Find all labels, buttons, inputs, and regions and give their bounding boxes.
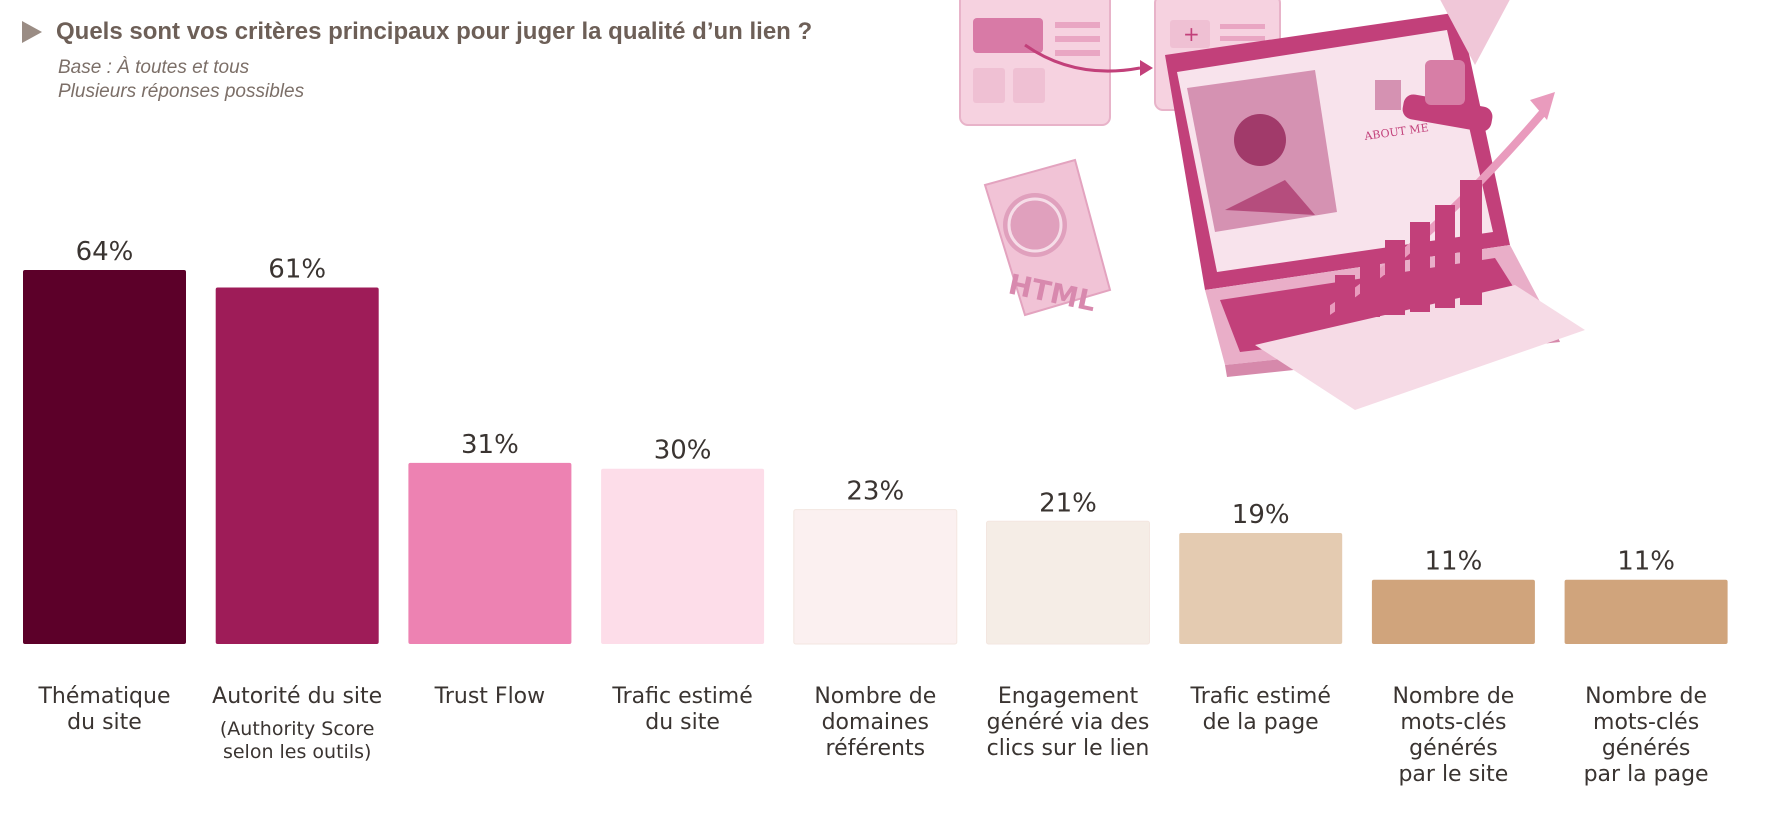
category-label: mots-clés	[1400, 710, 1506, 735]
category-label: du site	[67, 710, 142, 735]
chart-header: Quels sont vos critères principaux pour …	[22, 18, 812, 104]
category-label: par le site	[1398, 762, 1508, 787]
html-file-icon: HTML	[983, 158, 1112, 318]
category-label: mots-clés	[1593, 710, 1699, 735]
bar	[1564, 579, 1728, 644]
category-label: Nombre de	[1392, 684, 1514, 709]
category-label: domaines	[822, 710, 929, 735]
title-row: Quels sont vos critères principaux pour …	[22, 18, 812, 46]
category-label: Nombre de	[814, 684, 936, 709]
bar	[1371, 579, 1535, 644]
category-label: Engagement	[998, 684, 1139, 709]
value-label: 21%	[1039, 488, 1097, 518]
chart-subtitle: Base : À toutes et tous Plusieurs répons…	[58, 56, 812, 104]
chart-title: Quels sont vos critères principaux pour …	[56, 18, 813, 45]
subtitle-base: Base : À toutes et tous	[58, 57, 250, 78]
value-label: 31%	[461, 430, 519, 460]
category-label: Thématique	[37, 684, 170, 709]
category-label: Nombre de	[1585, 684, 1707, 709]
bar	[986, 520, 1150, 645]
value-label: 11%	[1425, 547, 1483, 577]
category-label: Autorité du site	[212, 684, 382, 709]
bar	[601, 468, 765, 644]
value-label: 30%	[654, 436, 712, 466]
browser-window-icon	[959, 0, 1153, 126]
web-illustration: + ABOUT ME HTML	[959, 0, 1585, 410]
category-label: Trust Flow	[434, 684, 546, 709]
category-label: du site	[645, 710, 720, 735]
bar	[215, 287, 379, 644]
category-label: par la page	[1584, 762, 1709, 787]
category-label: Trafic estimé	[1190, 684, 1331, 709]
category-note: selon les outils)	[223, 741, 371, 763]
bar	[23, 270, 186, 644]
category-label: clics sur le lien	[987, 736, 1150, 761]
bar	[793, 509, 958, 645]
bar	[408, 462, 572, 644]
bar	[1179, 532, 1343, 644]
category-label: générés	[1602, 736, 1691, 761]
value-label: 11%	[1617, 547, 1675, 577]
category-label: Trafic estimé	[611, 684, 752, 709]
category-label: généré via des	[987, 710, 1150, 735]
bar-graph-icon	[1255, 180, 1585, 410]
trophy-icon	[1402, 0, 1510, 132]
category-label: générés	[1409, 736, 1498, 761]
category-label: référents	[826, 736, 926, 761]
category-label: de la page	[1203, 710, 1319, 735]
value-label: 61%	[268, 255, 326, 285]
value-label: 23%	[846, 477, 904, 507]
value-label: 64%	[76, 237, 134, 267]
category-note: (Authority Score	[220, 718, 375, 740]
svg-text:+: +	[1183, 22, 1200, 46]
subtitle-note: Plusieurs réponses possibles	[58, 81, 305, 102]
value-label: 19%	[1232, 500, 1290, 530]
play-triangle-icon	[22, 21, 42, 43]
